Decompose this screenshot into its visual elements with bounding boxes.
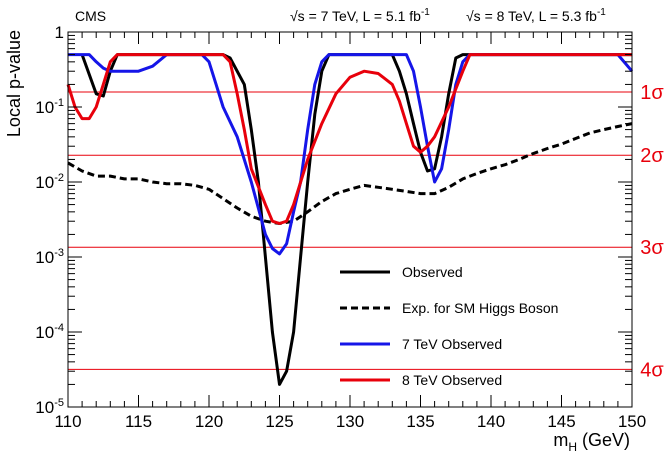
y-tick-label-base: 10 — [35, 323, 54, 342]
x-tick-label-6: 135 — [406, 412, 434, 431]
energy-label-8tev-text: √s = 8 TeV, L = 5.3 fb — [466, 8, 597, 24]
energy-label-7tev-text: √s = 7 TeV, L = 5.1 fb — [290, 8, 421, 24]
sigma-label-1: 1σ — [640, 82, 664, 104]
y-tick-label-5: 10-4 — [35, 322, 64, 342]
y-tick-label-4: 10-3 — [35, 247, 64, 267]
series-line-2 — [67, 122, 633, 225]
legend: Observed Exp. for SM Higgs Boson 7 TeV Obs… — [340, 264, 558, 388]
y-tick-label-exp: -3 — [54, 247, 64, 259]
axes — [67, 31, 633, 408]
x-axis-title-sub: H — [568, 440, 577, 454]
series-line-4 — [66, 53, 632, 225]
y-axis-title: Local p-value — [4, 30, 24, 137]
x-axis-title-unit: (GeV) — [577, 430, 630, 450]
energy-label-7tev: √s = 7 TeV, L = 5.1 fb-1 — [290, 7, 430, 24]
legend-label-3: 7 TeV Observed — [402, 336, 502, 352]
y-tick-label-3: 10-2 — [35, 172, 64, 192]
sigma-label-3: 3σ — [640, 237, 664, 259]
series-group — [66, 53, 634, 386]
y-tick-label-base: 1 — [55, 23, 64, 42]
x-tick-label-3: 120 — [195, 412, 223, 431]
x-tick-label-9: 150 — [618, 412, 646, 431]
y-tick-label-2: 10-1 — [35, 97, 64, 117]
y-tick-label-1: 1 — [55, 23, 64, 42]
sigma-labels: 1σ 2σ 3σ 4σ — [640, 82, 664, 381]
y-tick-label-base: 10 — [35, 98, 54, 117]
legend-label-1: Observed — [402, 264, 463, 280]
sigma-label-4: 4σ — [640, 359, 664, 381]
x-tick-label-1: 110 — [54, 412, 81, 431]
y-tick-label-exp: -5 — [54, 397, 64, 409]
energy-label-7tev-sup: -1 — [421, 7, 430, 18]
legend-label-4: 8 TeV Observed — [402, 372, 502, 388]
sigma-lines — [68, 91, 632, 370]
series-line-3 — [68, 53, 634, 256]
x-tick-label-7: 140 — [477, 412, 505, 431]
y-tick-label-exp: -2 — [54, 172, 64, 184]
y-tick-label-exp: -1 — [54, 97, 64, 109]
x-axis-title-main: m — [553, 430, 568, 450]
legend-label-2: Exp. for SM Higgs Boson — [402, 300, 558, 316]
x-axis-title: mH (GeV) — [553, 430, 630, 454]
x-tick-labels: 110 115 120 125 130 135 140 145 150 — [54, 412, 646, 431]
y-tick-label-6: 10-5 — [35, 397, 64, 417]
x-tick-label-5: 130 — [336, 412, 364, 431]
energy-label-8tev: √s = 8 TeV, L = 5.3 fb-1 — [466, 7, 606, 24]
y-tick-label-base: 10 — [35, 173, 54, 192]
y-tick-label-exp: -4 — [54, 322, 64, 334]
y-tick-label-base: 10 — [35, 248, 54, 267]
y-tick-labels: 110-110-210-310-410-5 — [35, 23, 64, 417]
x-tick-label-2: 115 — [125, 412, 152, 431]
sigma-label-2: 2σ — [640, 145, 664, 167]
experiment-label: CMS — [75, 8, 106, 24]
y-tick-label-base: 10 — [35, 398, 54, 417]
energy-label-8tev-sup: -1 — [597, 7, 606, 18]
x-tick-label-4: 125 — [265, 412, 293, 431]
x-tick-label-8: 145 — [547, 412, 575, 431]
